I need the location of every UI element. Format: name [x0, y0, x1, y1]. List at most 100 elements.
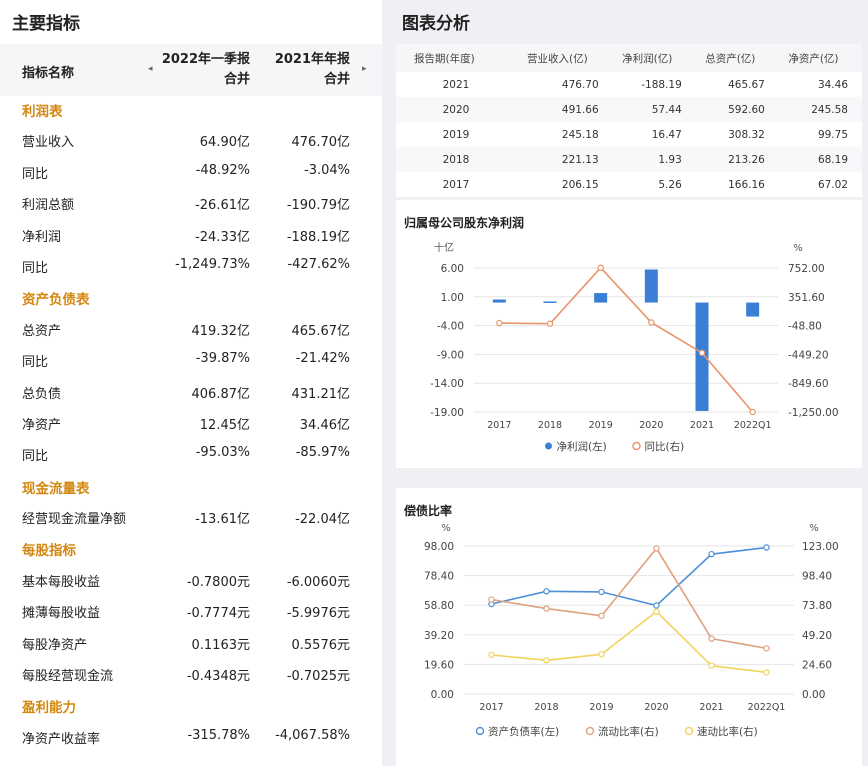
- indicator-row: 每股经营现金流 -0.4348元 -0.7025元: [0, 657, 382, 688]
- right-tick-label: -1,250.00: [788, 407, 839, 419]
- left-tick-label: 19.60: [424, 659, 454, 671]
- right-tick-label: 98.40: [802, 571, 832, 583]
- indicator-label: 利润总额: [22, 198, 75, 214]
- scroll-right-icon[interactable]: ▸: [362, 64, 367, 74]
- data-point: [708, 550, 715, 558]
- indicator-value-v1: 0.1163元: [191, 637, 251, 653]
- left-tick-label: -14.00: [430, 378, 464, 390]
- summary-table: 报告期(年度) 营业收入(亿) 净利润(亿) 总资产(亿) 净资产(亿) 2021 476…: [396, 44, 862, 197]
- data-point: [708, 635, 715, 642]
- table-header-cell: 总资产(亿): [695, 44, 779, 72]
- legend-label: 资产负债率(左): [488, 725, 559, 738]
- data-point: [543, 605, 550, 612]
- scroll-left-icon[interactable]: ◂: [148, 64, 153, 74]
- table-cell: -188.19: [641, 78, 682, 91]
- indicator-label: 净资产: [22, 417, 62, 433]
- x-tick-label: 2021: [699, 702, 723, 713]
- legend-marker: [632, 441, 641, 451]
- legend-marker: [545, 442, 552, 450]
- x-tick-label: 2019: [589, 420, 613, 431]
- table-cell: 465.67: [728, 78, 765, 91]
- x-tick-label: 2022Q1: [734, 420, 772, 431]
- table-row: 2020 491.66 57.44 592.60 245.58: [396, 97, 862, 122]
- right-tick-label: 752.00: [788, 263, 825, 275]
- table-cell: 5.26: [658, 178, 682, 191]
- header-col2[interactable]: 2021年年报 合并: [274, 52, 350, 87]
- indicator-row: 摊薄每股收益 -0.7774元 -5.9976元: [0, 594, 382, 625]
- series-line: [499, 266, 754, 413]
- indicator-label: 营业收入: [22, 135, 75, 151]
- indicator-label: 同比: [22, 260, 49, 276]
- indicator-value-v2: -0.7025元: [286, 669, 350, 685]
- left-tick-label: -4.00: [437, 321, 464, 333]
- data-point: [763, 645, 770, 652]
- table-cell: 166.16: [728, 178, 765, 191]
- x-tick-label: 2017: [487, 420, 511, 431]
- indicator-value-v2: -190.79亿: [286, 198, 350, 214]
- indicator-label: 总负债: [22, 386, 62, 402]
- indicators-title: 主要指标: [12, 14, 80, 34]
- indicator-value-v1: 12.45亿: [199, 417, 250, 433]
- table-cell: 206.15: [561, 178, 599, 191]
- indicator-label: 总资产: [22, 323, 62, 339]
- right-axis-unit: %: [809, 523, 819, 534]
- x-tick-label: 2019: [589, 702, 613, 713]
- indicator-value-v1: 406.87亿: [191, 386, 251, 402]
- indicator-value-v1: -0.4348元: [186, 669, 250, 685]
- left-tick-label: 1.00: [441, 292, 464, 304]
- indicator-label: 同比: [22, 449, 49, 465]
- data-point: [496, 319, 503, 327]
- table-row: 2017 206.15 5.26 166.16 67.02: [396, 172, 862, 197]
- indicator-row: 每股净资产 0.1163元 0.5576元: [0, 626, 382, 657]
- indicator-label: 摊薄每股收益: [22, 606, 101, 622]
- table-cell: 221.13: [515, 147, 613, 172]
- analysis-title: 图表分析: [402, 14, 470, 34]
- indicator-label: 每股净资产: [22, 637, 88, 653]
- data-point: [598, 588, 605, 596]
- indicator-value-v1: -315.78%: [187, 727, 250, 743]
- legend-label: 流动比率(右): [598, 725, 659, 738]
- indicator-row: 经营现金流量净额 -13.61亿 -22.04亿: [0, 500, 382, 531]
- table-cell: 2019: [442, 128, 470, 141]
- x-tick-label: 2021: [690, 420, 714, 431]
- indicator-value-v1: -1,249.73%: [175, 256, 250, 272]
- table-header-cell: 净利润(亿): [612, 44, 696, 72]
- left-axis-unit: 十亿: [434, 241, 454, 254]
- data-point: [698, 349, 706, 357]
- indicator-row: 同比 -48.92% -3.04%: [0, 155, 382, 186]
- indicator-label: 净利润: [22, 229, 62, 245]
- data-point: [543, 588, 550, 595]
- right-tick-label: 49.20: [802, 630, 832, 642]
- right-axis-unit: %: [793, 243, 803, 254]
- indicator-value-v1: -0.7774元: [186, 606, 250, 622]
- table-cell: 68.19: [778, 147, 862, 172]
- table-cell: 2017: [442, 178, 470, 191]
- indicator-value-v1: -39.87%: [195, 351, 250, 367]
- indicator-row: 利润总额 -26.61亿 -190.79亿: [0, 186, 382, 217]
- indicator-value-v1: 419.32亿: [191, 323, 251, 339]
- bar: [695, 302, 709, 411]
- indicator-label: 每股经营现金流: [22, 669, 114, 685]
- indicator-value-v2: -5.9976元: [286, 606, 350, 622]
- table-row: 2019 245.18 16.47 308.32 99.75: [396, 122, 862, 147]
- indicator-row: 营业收入 64.90亿 476.70亿: [0, 123, 382, 154]
- x-tick-label: 2018: [538, 420, 562, 431]
- right-tick-label: -48.80: [788, 321, 822, 333]
- left-axis-unit: %: [441, 523, 451, 534]
- bar: [543, 301, 557, 303]
- legend-label: 净利润(左): [557, 440, 607, 453]
- solvency-chart-card: 偿债比率 %% 98.00 123.00 78.40 98.40 58.80 73.80 39…: [396, 488, 862, 766]
- indicator-row: 同比 -39.87% -21.42%: [0, 343, 382, 374]
- left-tick-label: 6.00: [441, 263, 464, 275]
- table-cell: 16.47: [651, 128, 682, 141]
- indicator-value-v1: -26.61亿: [195, 198, 250, 214]
- section-label: 利润表: [22, 104, 63, 120]
- table-row: 2018 221.13 1.93 213.26 68.19: [396, 147, 862, 172]
- indicator-value-v2: 431.21亿: [291, 386, 351, 402]
- section-label: 每股指标: [22, 543, 76, 560]
- data-point: [488, 651, 495, 659]
- table-row: 2021 476.70 -188.19 465.67 34.46: [396, 72, 862, 97]
- indicator-label: 经营现金流量净额: [22, 512, 127, 528]
- header-col1[interactable]: 2022年一季报 合并: [161, 52, 250, 87]
- series-line: [491, 547, 767, 650]
